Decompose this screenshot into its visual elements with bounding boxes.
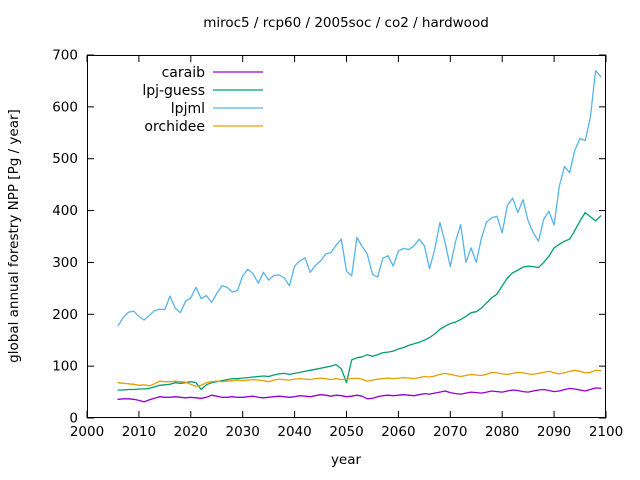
x-tick-label: 2070 [433,424,467,440]
y-tick-label: 100 [52,359,78,375]
y-tick-label: 200 [52,307,78,323]
y-tick-label: 500 [52,151,78,167]
x-tick-label: 2040 [277,424,311,440]
series-line-lpjml [117,69,602,327]
x-axis-label: year [331,452,362,468]
legend-label-lpj-guess: lpj-guess [142,83,205,99]
y-tick-label: 300 [52,255,78,271]
y-tick-label: 700 [52,48,78,64]
x-tick-label: 2000 [70,424,104,440]
series-line-orchidee [117,369,602,388]
x-tick-label: 2010 [122,424,156,440]
y-tick-label: 400 [52,203,78,219]
legend: caraib lpj-guess lpjml orchidee [142,65,263,135]
axis-tick-labels: 2000 2010 2020 2030 2040 2050 2060 2070 2080 2090… [52,48,623,441]
legend-label-lpjml: lpjml [171,101,205,117]
y-tick-label: 0 [69,411,78,427]
legend-label-orchidee: orchidee [144,119,205,135]
x-tick-label: 2080 [485,424,519,440]
series-line-caraib [117,387,602,403]
x-tick-label: 2020 [174,424,208,440]
x-tick-label: 2050 [329,424,363,440]
x-tick-label: 2090 [537,424,571,440]
plot-border [87,55,606,418]
series-line-lpj-guess [117,211,602,391]
chart-title: miroc5 / rcp60 / 2005soc / co2 / hardwoo… [203,15,489,31]
data-series-lines [117,69,602,403]
x-tick-label: 2030 [226,424,260,440]
x-tick-label: 2100 [589,424,623,440]
legend-label-caraib: caraib [162,65,206,81]
x-tick-label: 2060 [381,424,415,440]
y-axis-label: global annual forestry NPP [Pg / year] [6,109,22,363]
y-tick-label: 600 [52,99,78,115]
axis-ticks [86,54,607,419]
